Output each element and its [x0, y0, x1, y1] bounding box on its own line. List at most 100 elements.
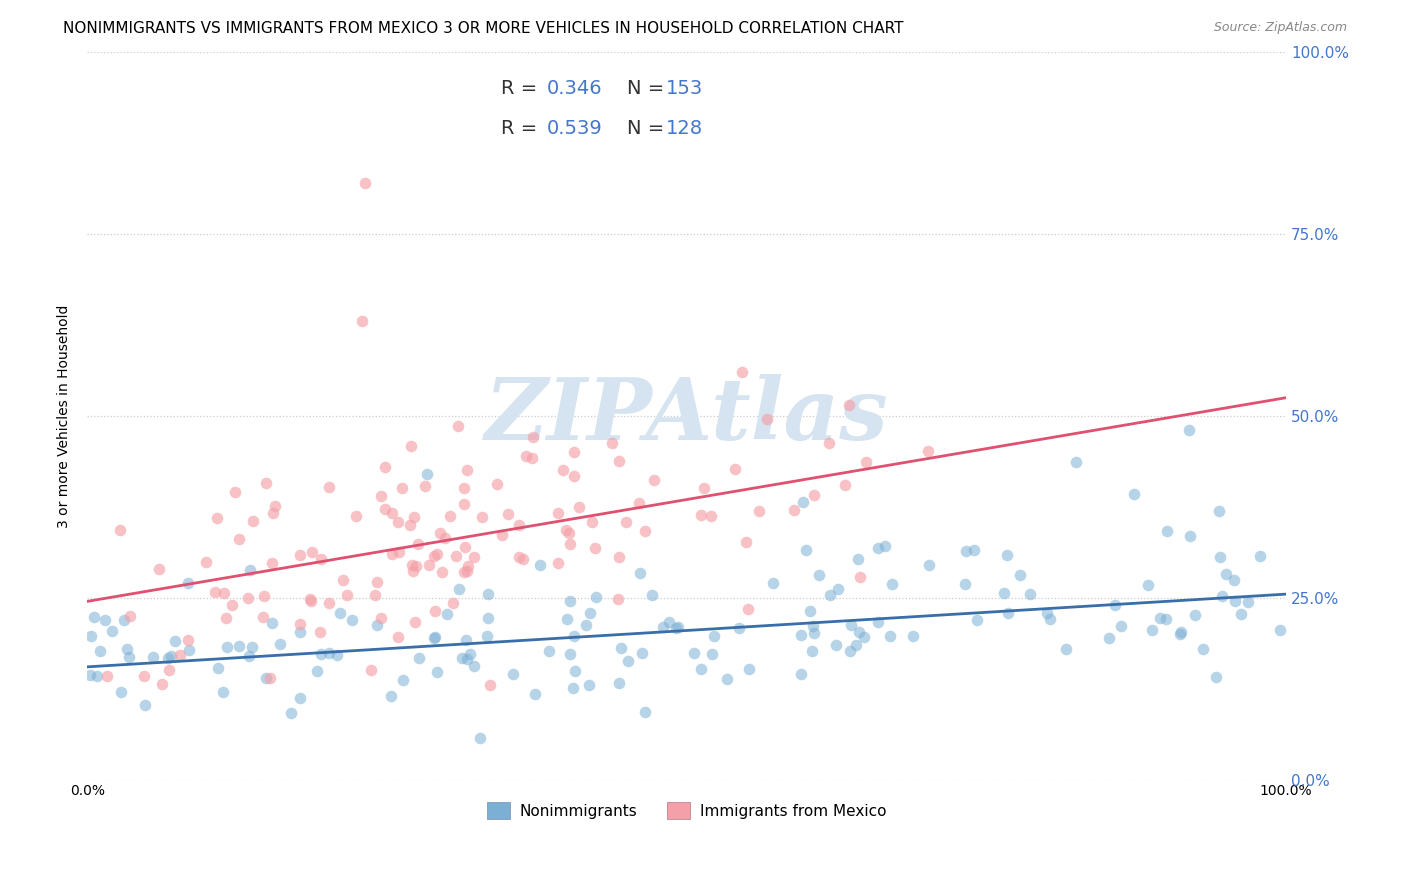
Point — [401, 558, 423, 572]
Point — [1230, 607, 1253, 621]
Point — [825, 638, 848, 652]
Point — [1054, 641, 1077, 656]
Point — [803, 488, 825, 502]
Point — [240, 640, 263, 654]
Point — [827, 582, 849, 596]
Point — [298, 592, 321, 607]
Point — [1142, 623, 1164, 637]
Point — [782, 503, 804, 517]
Point — [1208, 550, 1230, 565]
Point — [363, 588, 385, 602]
Point — [1154, 612, 1177, 626]
Point — [114, 613, 136, 627]
Point — [254, 475, 277, 490]
Text: NONIMMIGRANTS VS IMMIGRANTS FROM MEXICO 3 OR MORE VEHICLES IN HOUSEHOLD CORRELAT: NONIMMIGRANTS VS IMMIGRANTS FROM MEXICO … — [63, 21, 904, 36]
Point — [426, 547, 449, 561]
Point — [253, 589, 276, 603]
Point — [259, 671, 281, 685]
Point — [205, 511, 228, 525]
Point — [1149, 611, 1171, 625]
Point — [651, 620, 673, 634]
Text: ZIPAtlas: ZIPAtlas — [485, 374, 889, 458]
Point — [439, 508, 461, 523]
Point — [301, 545, 323, 559]
Point — [834, 478, 856, 492]
Point — [628, 496, 651, 510]
Point — [159, 664, 181, 678]
Text: N =: N = — [627, 120, 671, 138]
Point — [387, 631, 409, 645]
Point — [491, 528, 513, 542]
Text: 153: 153 — [666, 79, 703, 98]
Point — [353, 176, 375, 190]
Point — [340, 613, 363, 627]
Point — [388, 545, 411, 559]
Point — [381, 547, 404, 561]
Point — [846, 552, 869, 566]
Point — [463, 550, 485, 565]
Point — [522, 451, 544, 466]
Point — [450, 651, 472, 665]
Point — [966, 613, 988, 627]
Point — [165, 634, 187, 648]
Y-axis label: 3 or more Vehicles in Household: 3 or more Vehicles in Household — [58, 304, 72, 527]
Point — [441, 596, 464, 610]
Point — [665, 621, 688, 635]
Point — [617, 654, 640, 668]
Point — [1104, 598, 1126, 612]
Point — [309, 624, 332, 639]
Point — [212, 684, 235, 698]
Point — [557, 612, 579, 626]
Point — [447, 582, 470, 596]
Point — [404, 615, 426, 629]
Point — [524, 687, 547, 701]
Point — [305, 665, 328, 679]
Point — [110, 685, 132, 699]
Point — [453, 565, 475, 579]
Point — [848, 624, 870, 639]
Point — [453, 497, 475, 511]
Point — [1215, 567, 1237, 582]
Point — [522, 430, 544, 444]
Point — [177, 576, 200, 591]
Point — [547, 556, 569, 570]
Point — [873, 539, 896, 553]
Point — [789, 628, 811, 642]
Point — [177, 643, 200, 657]
Point — [399, 439, 422, 453]
Point — [692, 482, 714, 496]
Point — [444, 549, 467, 563]
Point — [606, 592, 628, 607]
Point — [238, 563, 260, 577]
Point — [562, 681, 585, 695]
Point — [1211, 589, 1233, 603]
Point — [204, 585, 226, 599]
Point — [1268, 623, 1291, 637]
Point — [703, 629, 725, 643]
Point — [456, 564, 478, 578]
Point — [700, 647, 723, 661]
Point — [399, 517, 422, 532]
Point — [142, 650, 165, 665]
Point — [790, 666, 813, 681]
Point — [614, 515, 637, 529]
Point — [839, 617, 862, 632]
Point — [1123, 487, 1146, 501]
Point — [803, 626, 825, 640]
Point — [468, 731, 491, 745]
Text: 0.346: 0.346 — [547, 79, 602, 98]
Point — [471, 509, 494, 524]
Point — [118, 609, 141, 624]
Point — [730, 365, 752, 379]
Point — [224, 485, 246, 500]
Point — [1010, 568, 1032, 582]
Point — [350, 314, 373, 328]
Point — [477, 611, 499, 625]
Point — [406, 537, 429, 551]
Point — [96, 669, 118, 683]
Point — [280, 706, 302, 720]
Point — [215, 610, 238, 624]
Point — [808, 568, 831, 582]
Point — [309, 647, 332, 661]
Point — [609, 549, 631, 564]
